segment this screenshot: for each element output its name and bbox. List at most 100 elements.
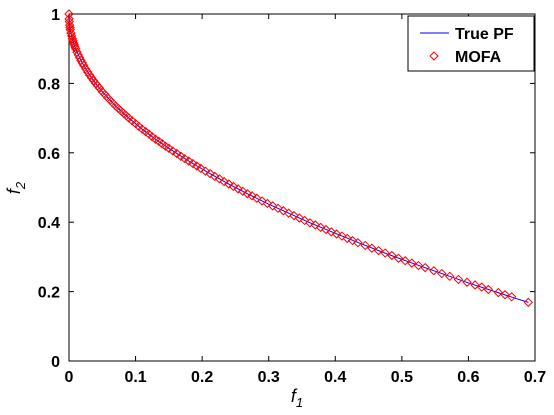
mofa-point [88, 75, 99, 86]
y-tick-label: 0.6 [38, 146, 60, 163]
mofa-point [252, 193, 262, 203]
legend-box [407, 15, 535, 72]
mofa-point [289, 210, 299, 221]
mofa-point [429, 266, 439, 276]
mofa-point [196, 163, 206, 174]
mofa-point [315, 222, 326, 233]
mofa-point [373, 245, 384, 256]
mofa-point [500, 290, 510, 300]
legend: True PF MOFA [407, 15, 535, 72]
x-tick-label: 0.2 [191, 369, 213, 386]
mofa-point [407, 258, 417, 268]
plot-area [68, 13, 536, 362]
mofa-point [360, 240, 370, 251]
mofa-point [453, 274, 464, 285]
mofa-point [214, 174, 225, 184]
mofa-point [470, 280, 480, 290]
mofa-point [380, 248, 390, 258]
mofa-point [337, 231, 347, 241]
y-tick-label: 0 [51, 354, 60, 371]
mofa-point [299, 215, 310, 226]
mofa-point [393, 253, 404, 263]
mofa-point [400, 256, 410, 266]
x-tick-label: 0.3 [258, 369, 280, 386]
mofa-point [483, 284, 494, 295]
legend-mofa-label: MOFA [455, 49, 502, 66]
mofa-point [66, 28, 76, 38]
mofa-point [367, 243, 377, 253]
mofa-point [347, 235, 358, 246]
mofa-point [70, 43, 81, 54]
mofa-point [78, 60, 89, 71]
mofa-point [180, 153, 190, 164]
mofa-point [188, 158, 198, 169]
mofa-point [66, 31, 77, 41]
mofa-point [176, 151, 186, 161]
mofa-point [257, 196, 267, 206]
legend-mofa-marker [429, 51, 439, 61]
mofa-point [64, 20, 75, 30]
mofa-point [342, 233, 352, 244]
mofa-point [420, 262, 430, 273]
y-tick-label: 0.2 [38, 285, 60, 302]
mofa-point [523, 297, 534, 308]
mofa-point [77, 58, 88, 68]
series-layer [64, 9, 534, 308]
mofa-point [262, 198, 273, 209]
y-tick-label: 0.8 [38, 76, 60, 93]
mofa-point [80, 64, 91, 74]
mofa-point [164, 143, 174, 153]
x-axis-label-subscript: 1 [296, 395, 303, 410]
x-tick-label: 0.7 [524, 369, 546, 386]
mofa-point [84, 70, 95, 80]
mofa-point [82, 67, 93, 77]
mofa-point [326, 227, 336, 237]
mofa-point [64, 16, 75, 27]
mofa-point [278, 206, 289, 216]
mofa-point [462, 277, 472, 287]
y-tick-label: 1 [51, 7, 60, 24]
mofa-point [268, 201, 278, 211]
mofa-point [94, 83, 105, 93]
mofa-point [69, 40, 80, 50]
legend-true-pf-label: True PF [455, 26, 514, 43]
mofa-point [228, 181, 239, 192]
true-pf-line [68, 13, 529, 303]
mofa-point [294, 213, 305, 223]
mofa-point [210, 171, 220, 182]
y-axis-label-subscript: 2 [13, 181, 28, 190]
mofa-point [238, 186, 248, 197]
y-axis-ticks: 0 0.2 0.4 0.6 0.8 1 [38, 7, 535, 371]
mofa-point [247, 191, 257, 201]
mofa-point [273, 203, 283, 214]
mofa-point [184, 156, 194, 166]
mofa-point [168, 146, 178, 156]
mofa-point [305, 218, 315, 228]
mofa-point [477, 282, 487, 292]
mofa-point [192, 161, 202, 171]
mofa-point [86, 73, 97, 83]
y-tick-label: 0.4 [38, 215, 60, 232]
mofa-point [493, 287, 504, 298]
x-tick-label: 0.6 [457, 369, 479, 386]
mofa-point [506, 292, 517, 302]
x-tick-label: 0.4 [324, 369, 346, 386]
mofa-point [310, 220, 321, 230]
mofa-point [331, 229, 342, 239]
y-axis-label: f2 [4, 181, 28, 194]
x-axis-label: f1 [291, 386, 303, 410]
x-axis-ticks: 0 0.1 0.2 0.3 0.4 0.5 0.6 0.7 [65, 14, 546, 386]
mofa-point [353, 237, 363, 248]
y-axis-label-main: f [4, 187, 24, 194]
x-tick-label: 0 [65, 369, 74, 386]
mofa-point [70, 42, 80, 52]
mofa-point [224, 179, 234, 189]
mofa-point [413, 260, 424, 271]
mofa-point [233, 184, 243, 194]
mofa-point [172, 148, 182, 159]
x-tick-label: 0.5 [391, 369, 413, 386]
mofa-point [321, 224, 331, 235]
mofa-point [219, 176, 229, 187]
mofa-point [387, 250, 397, 261]
